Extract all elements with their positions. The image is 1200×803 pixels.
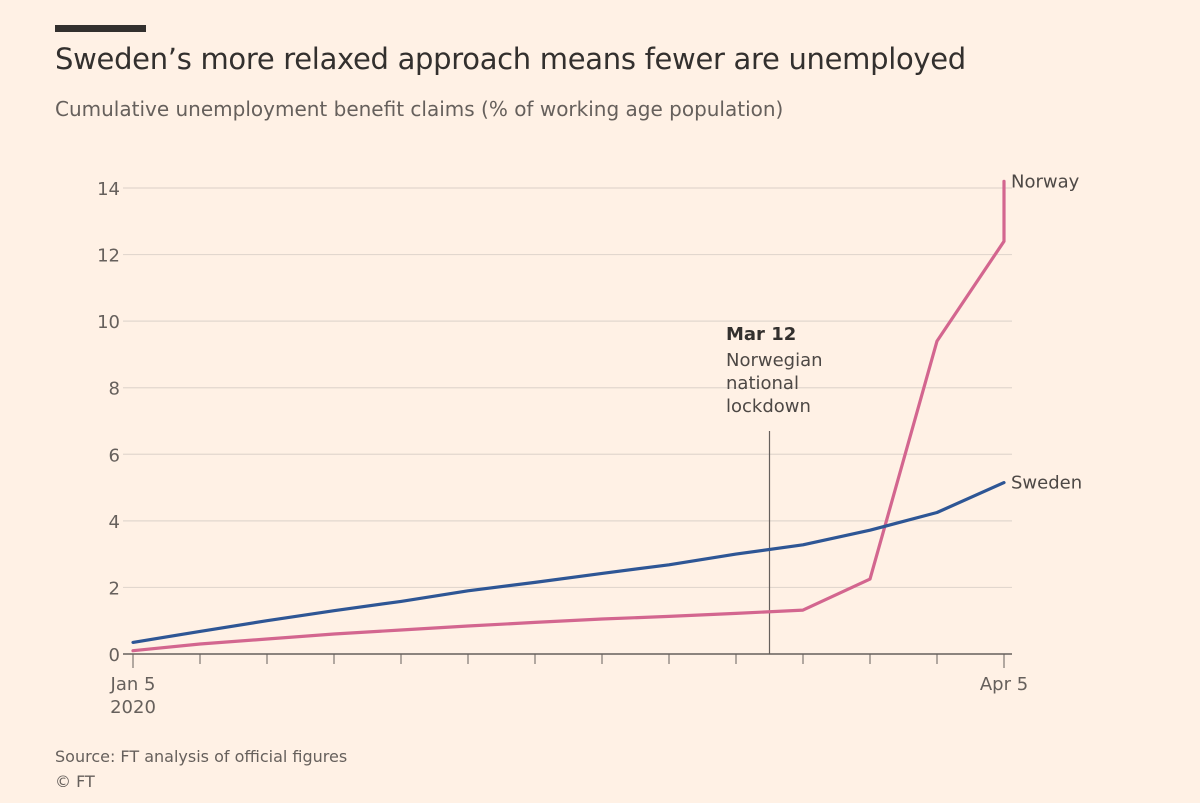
- annotation-text-0: Norwegian: [726, 350, 823, 371]
- series-line-sweden: [131, 481, 1006, 645]
- top-rule: [55, 25, 146, 32]
- y-tick-label-6: 6: [109, 445, 120, 466]
- series-label-norway: Norway: [1011, 171, 1080, 192]
- credit-note: © FT: [55, 772, 95, 791]
- gridlines: 0 2 4 6 8 10 12 14: [97, 179, 1012, 666]
- annotation-text-1: national: [726, 373, 799, 394]
- chart-subtitle: Cumulative unemployment benefit claims (…: [55, 97, 784, 121]
- series-label-sweden: Sweden: [1011, 473, 1082, 494]
- source-note: Source: FT analysis of official figures: [55, 747, 348, 766]
- y-tick-label-12: 12: [97, 246, 120, 267]
- y-tick-label-14: 14: [97, 179, 120, 200]
- x-tick-label-13-0: Apr 5: [980, 674, 1028, 695]
- x-tick-label-0-1: 2020: [110, 697, 156, 718]
- y-tick-label-2: 2: [109, 578, 120, 599]
- series-line-norway: [131, 179, 1006, 653]
- series-labels: Norway Sweden: [1011, 171, 1082, 493]
- x-tick-label-0-0: Jan 5: [110, 674, 156, 695]
- annotation-text-2: lockdown: [726, 396, 811, 417]
- series-lines: [131, 179, 1006, 653]
- y-tick-label-4: 4: [109, 512, 120, 533]
- y-tick-label-8: 8: [109, 379, 120, 400]
- y-tick-label-0: 0: [109, 645, 120, 666]
- annotation-date: Mar 12: [726, 324, 796, 345]
- chart-title: Sweden’s more relaxed approach means few…: [55, 42, 966, 76]
- y-tick-label-10: 10: [97, 312, 120, 333]
